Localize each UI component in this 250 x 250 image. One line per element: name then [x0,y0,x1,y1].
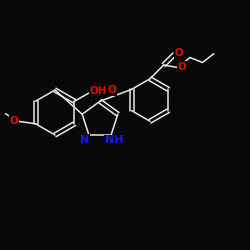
Text: O: O [108,85,116,95]
Text: O: O [174,48,183,58]
Text: OH: OH [90,86,107,96]
Text: O: O [178,62,186,72]
Text: O: O [10,116,19,126]
Text: NH: NH [105,135,123,145]
Text: N: N [80,135,89,145]
